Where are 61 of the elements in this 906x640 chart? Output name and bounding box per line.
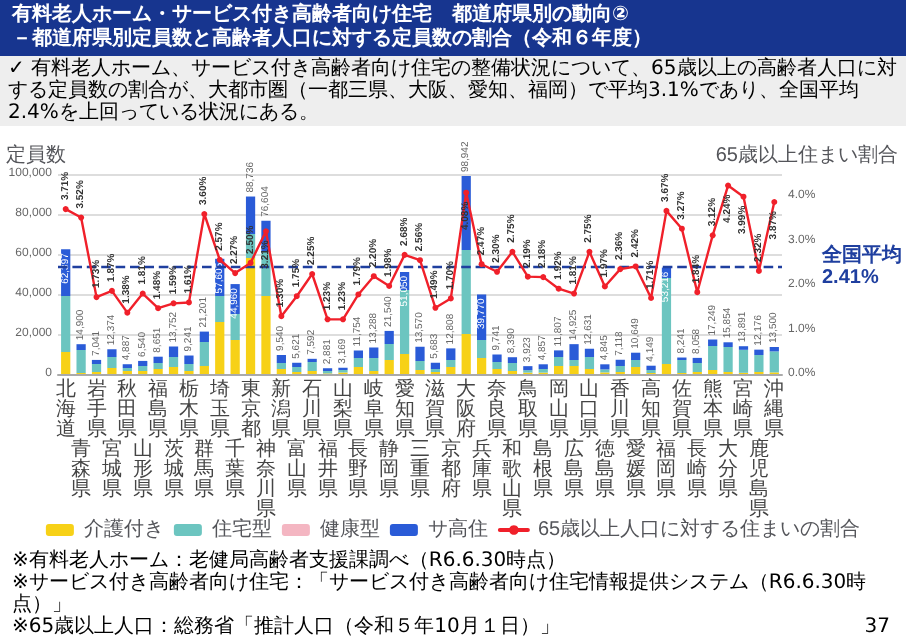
legend-label: 65歳以上人口に対する住まいの割合 — [537, 517, 861, 541]
x-tick-label: 奈良県 — [487, 379, 508, 441]
y2-axis-title: 65歳以上住まい割合 — [715, 143, 898, 167]
text: ※サービス付き高齢者向け住宅：「サービス付き高齢者向け住宅情報提供システム（R6.6.30時点）」 — [12, 572, 869, 616]
legend-label: サ高住 — [427, 517, 488, 541]
x-tick-label: 山梨県 — [332, 377, 353, 441]
x-tick-label: 神奈川県 — [255, 437, 276, 521]
x-tick-label: 滋賀県 — [425, 377, 446, 441]
x-tick-label: 宮崎県 — [733, 377, 754, 441]
x-tick-label: 新潟県 — [271, 377, 292, 441]
x-tick-label: 大阪府 — [456, 377, 477, 441]
x-tick-label: 鳥取県 — [515, 377, 538, 441]
x-tick-label: 広島県 — [564, 437, 585, 501]
x-tick-label: 島根県 — [533, 437, 554, 501]
x-tick-label: 山形県 — [132, 437, 153, 501]
x-tick-label: 香川県 — [610, 377, 631, 441]
x-tick-label: 三重県 — [410, 439, 430, 501]
legend-label: 介護付き — [83, 517, 164, 541]
chart-title: 有料老人ホーム・サービス付き高齢者向け住宅 都道府県別の動向② －都道府県別定員数と高齢者人口に対する定員数の割合（令和６年度） — [0, 0, 906, 56]
text: ※有料老人ホーム：老健局高齢者支援課調べ（R6.6.30時点） — [12, 550, 567, 572]
x-tick-label: 埼玉県 — [207, 377, 230, 441]
x-tick-label: 愛知県 — [394, 377, 415, 441]
x-tick-label: 静岡県 — [379, 437, 400, 501]
text: ※65歳以上人口：総務省「推計人口（令和５年10月１日）」 — [12, 616, 560, 638]
x-tick-label: 山口県 — [579, 377, 600, 441]
x-tick-label: 徳島県 — [594, 439, 615, 501]
x-tick-label: 青森県 — [71, 437, 92, 501]
x-tick-label: 茨城県 — [161, 437, 184, 501]
x-tick-label: 岡山県 — [548, 379, 569, 441]
x-tick-label: 福島県 — [148, 377, 169, 441]
x-tick-label: 京都府 — [440, 437, 461, 501]
x-tick-label: 長崎県 — [687, 439, 708, 501]
x-tick-label: 兵庫県 — [471, 437, 492, 501]
x-tick-label: 大分県 — [718, 437, 739, 501]
x-tick-label: 岐阜県 — [363, 377, 384, 441]
legend-label: 健康型 — [319, 517, 380, 541]
x-tick-label: 東京都 — [240, 377, 261, 441]
x-tick-label: 高知県 — [641, 377, 662, 441]
chart-subtitle: ✓ 有料老人ホーム、サービス付き高齢者向け住宅の整備状況について、65歳以上の高齢者人口に対する定員数の割合が、大都市圏（一都三県、大阪、愛知、福岡）で平均3.1%であり、全国平均2.4%を上回っている状況にある。 — [0, 56, 906, 126]
x-tick-label: 熊本県 — [702, 377, 723, 441]
x-tick-label: 群馬県 — [192, 437, 215, 501]
ref-line-label: 全国平均 2.41% — [820, 242, 902, 289]
x-tick-label: 愛媛県 — [625, 437, 646, 501]
x-tick-label: 北海道 — [55, 377, 76, 441]
x-tick-label: 和歌山県 — [502, 437, 523, 521]
x-tick-label: 鹿児島県 — [748, 437, 769, 521]
x-tick-label: 石川県 — [302, 379, 323, 441]
x-tick-label: 宮城県 — [99, 437, 122, 501]
x-tick-label: 栃木県 — [178, 377, 199, 441]
y-axis-title: 定員数 — [6, 143, 66, 167]
x-tick-label: 岩手県 — [86, 377, 107, 441]
x-tick-label: 秋田県 — [117, 377, 138, 441]
x-tick-label: 沖縄県 — [762, 377, 785, 441]
x-tick-label: 千葉県 — [225, 437, 246, 501]
legend-label: 住宅型 — [211, 517, 272, 541]
x-tick-label: 福岡県 — [656, 437, 677, 501]
x-tick-label: 佐賀県 — [671, 379, 692, 441]
x-tick-label: 長野県 — [348, 439, 369, 501]
x-tick-label: 富山県 — [286, 437, 307, 501]
text: 37 — [864, 616, 890, 638]
x-tick-label: 福井県 — [317, 437, 338, 501]
